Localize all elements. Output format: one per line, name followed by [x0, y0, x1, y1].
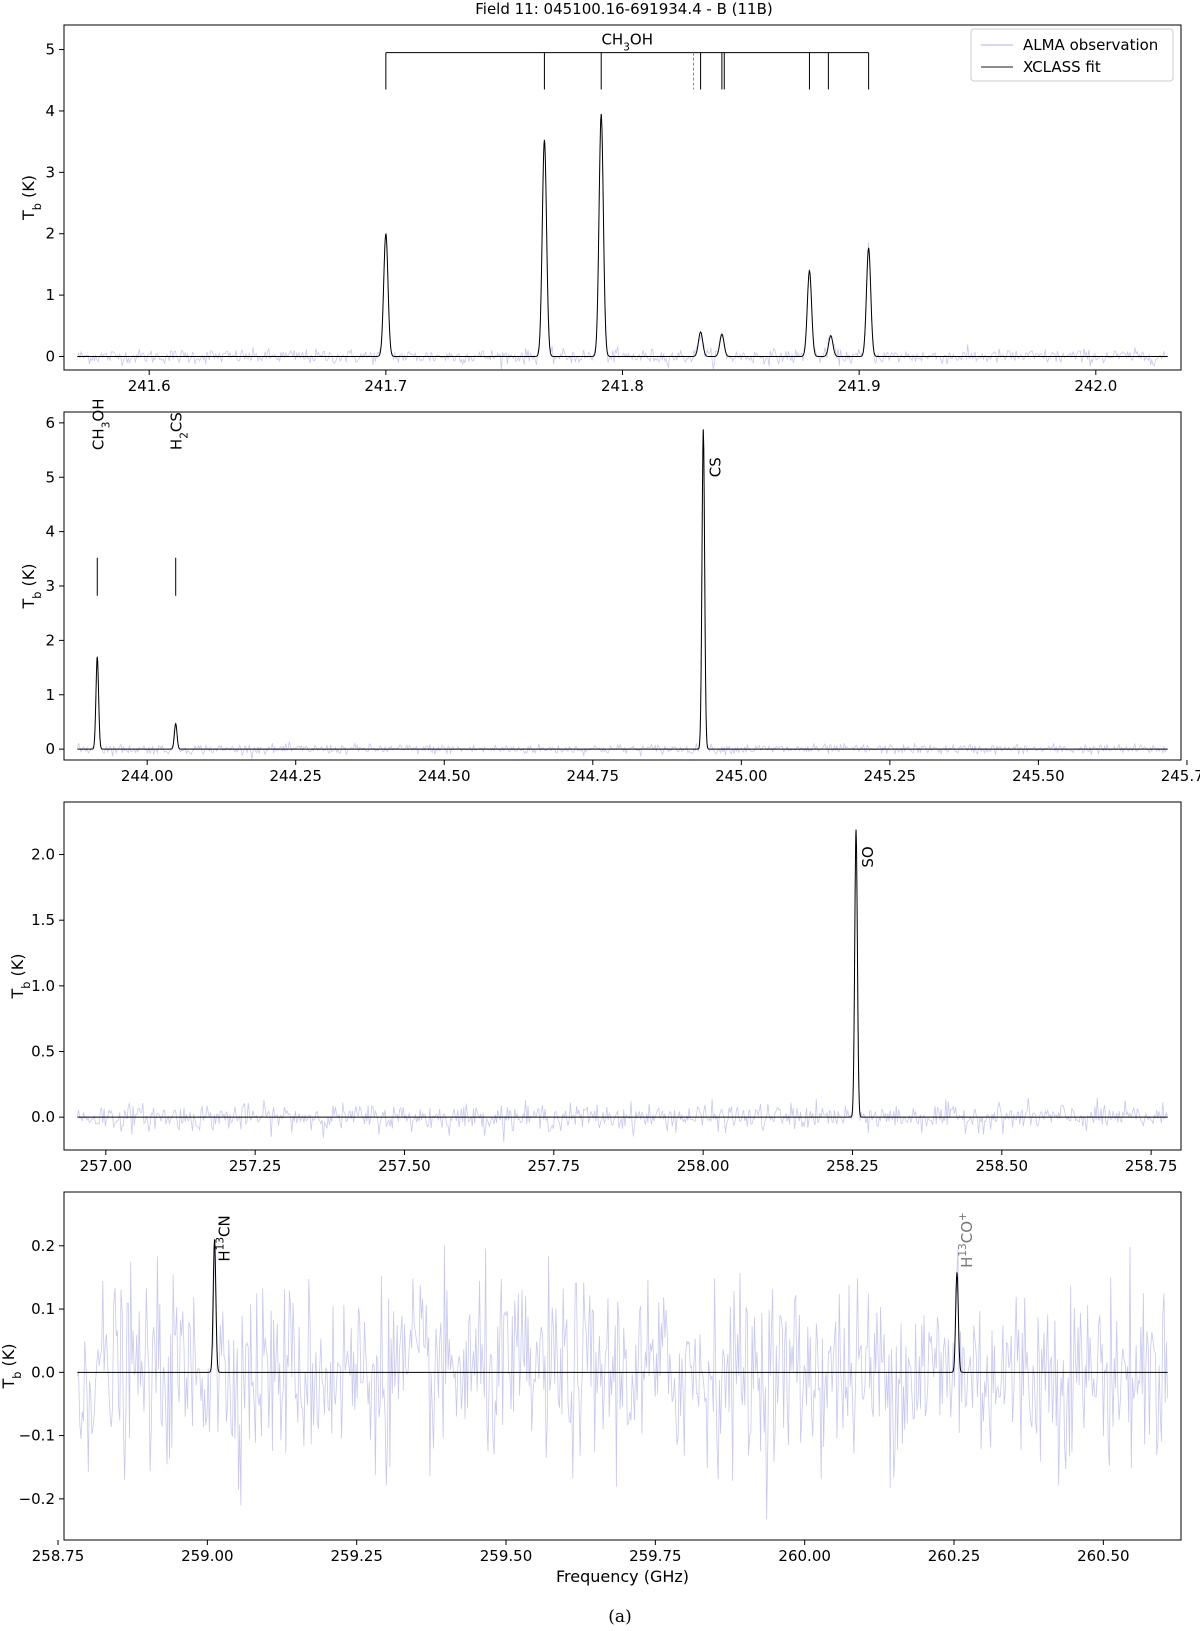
x-tick-label: 258.25: [826, 1157, 879, 1175]
x-tick-label: 241.6: [128, 377, 171, 395]
panel-3: 257.00 257.25 257.50 257.75 258.00 258.25 258.…: [8, 801, 1182, 1175]
y-axis-label: Tb (K): [0, 1344, 24, 1390]
x-tick-label: 245.50: [1012, 767, 1065, 785]
axes-frame: [63, 801, 1182, 1151]
y-tick-label: 0: [45, 347, 55, 365]
x-tick-label: 260.50: [1077, 1547, 1130, 1565]
y-axis-label: Tb (K): [8, 954, 33, 1000]
x-tick-label: 241.7: [364, 377, 407, 395]
line-label: H2CS: [168, 412, 191, 450]
y-tick-label: 2.0: [31, 846, 55, 864]
panel-2: 244.00 244.25 244.50 244.75 245.00 245.25 245.…: [19, 399, 1200, 785]
panel-4: 258.75 259.00 259.25 259.50 259.75 260.00 260.…: [0, 1191, 1182, 1586]
x-tick-label: 259.00: [181, 1547, 234, 1565]
x-tick-label: 259.25: [330, 1547, 383, 1565]
line-label: CS: [706, 457, 724, 477]
x-axis-label: Frequency (GHz): [556, 1567, 689, 1586]
y-tick-label: 0.0: [31, 1108, 55, 1126]
x-tick-label: 260.25: [928, 1547, 981, 1565]
x-tick-label: 259.50: [480, 1547, 533, 1565]
y-tick-label: 1.0: [31, 977, 55, 995]
observation-series: [77, 440, 1168, 760]
x-tick-label: 258.75: [32, 1547, 85, 1565]
y-tick-label: 1.5: [31, 911, 55, 929]
legend-box: [970, 28, 1174, 82]
x-tick-label: 260.00: [778, 1547, 831, 1565]
y-tick-label: 0.1: [31, 1300, 55, 1318]
observation-series: [77, 1245, 1168, 1520]
line-label: H13CO+: [957, 1212, 976, 1268]
x-tick-label: 244.50: [418, 767, 471, 785]
axes-frame: [63, 411, 1182, 761]
axes-frame: [63, 1191, 1182, 1541]
x-tick-label: 258.75: [1125, 1157, 1178, 1175]
y-tick-label: 0.5: [31, 1043, 55, 1061]
species-label: CH3OH: [601, 31, 653, 54]
y-tick-label: 2: [45, 225, 55, 243]
line-label: SO: [859, 846, 877, 867]
x-tick-label: 257.25: [229, 1157, 282, 1175]
line-label: CH3OH: [89, 399, 112, 451]
x-tick-label: 258.50: [976, 1157, 1029, 1175]
y-tick-label: 3: [45, 577, 55, 595]
legend-fit-label: XCLASS fit: [1023, 58, 1101, 76]
observation-series: [77, 836, 1168, 1142]
fit-series: [77, 429, 1168, 750]
x-tick-label: 257.50: [378, 1157, 431, 1175]
figure-title: Field 11: 045100.16-691934.4 - B (11B): [475, 0, 773, 18]
x-tick-label: 244.00: [121, 767, 174, 785]
panel-1: 241.6 241.7 241.8 241.9 242.0 0 1 2 3 4 5 Tb (K) CH3…: [19, 24, 1182, 395]
y-tick-label: −0.1: [19, 1427, 55, 1445]
x-tick-label: 245.00: [715, 767, 768, 785]
x-tick-label: 244.75: [567, 767, 620, 785]
x-tick-label: 258.00: [677, 1157, 730, 1175]
y-tick-label: 0.2: [31, 1237, 55, 1255]
y-tick-label: 5: [45, 41, 55, 59]
legend-observation-label: ALMA observation: [1023, 36, 1158, 54]
fit-series: [77, 1239, 1168, 1373]
x-tick-label: 241.8: [601, 377, 644, 395]
y-tick-label: 2: [45, 631, 55, 649]
y-tick-label: 1: [45, 686, 55, 704]
x-tick-label: 245.25: [864, 767, 917, 785]
y-tick-label: 4: [45, 523, 55, 541]
x-tick-label: 242.0: [1074, 377, 1117, 395]
y-tick-label: 0.0: [31, 1363, 55, 1381]
y-tick-label: 1: [45, 286, 55, 304]
fit-series: [77, 829, 1168, 1118]
y-tick-label: −0.2: [19, 1490, 55, 1508]
legend: ALMA observation XCLASS fit: [970, 28, 1174, 82]
x-tick-label: 257.75: [528, 1157, 581, 1175]
x-tick-label: 245.75: [1161, 767, 1200, 785]
y-axis-label: Tb (K): [19, 564, 44, 610]
y-tick-label: 6: [45, 414, 55, 432]
y-tick-label: 4: [45, 102, 55, 120]
y-axis-label: Tb (K): [19, 175, 44, 221]
x-tick-label: 244.25: [269, 767, 322, 785]
line-label: H13CN: [215, 1215, 234, 1261]
observation-series: [77, 119, 1168, 370]
x-tick-label: 259.75: [629, 1547, 682, 1565]
y-tick-label: 3: [45, 163, 55, 181]
fit-series: [77, 113, 1168, 357]
figure-caption: (a): [608, 1607, 631, 1627]
y-tick-label: 5: [45, 468, 55, 486]
x-tick-label: 241.9: [838, 377, 881, 395]
x-tick-label: 257.00: [80, 1157, 133, 1175]
y-tick-label: 0: [45, 740, 55, 758]
